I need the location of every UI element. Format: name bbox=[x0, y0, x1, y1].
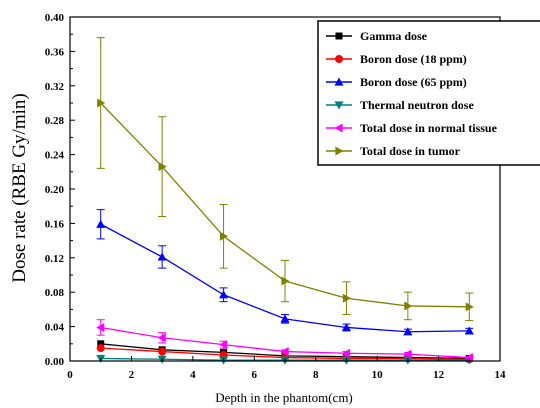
data-point bbox=[158, 347, 167, 356]
x-tick-label: 12 bbox=[433, 369, 445, 381]
data-point bbox=[96, 219, 106, 228]
legend-item: Total dose in tumor bbox=[326, 144, 461, 158]
axes: 0 2 4 6 8 10 12 14 0.00 0.04 0.08 0.12 0.16 0.20 0.24 0… bbox=[45, 12, 506, 381]
legend-label: Total dose in normal tissue bbox=[360, 121, 498, 135]
data-point bbox=[158, 162, 167, 172]
legend-label: Boron dose (65 ppm) bbox=[360, 75, 467, 89]
legend-marker bbox=[335, 146, 344, 156]
data-point bbox=[464, 353, 473, 363]
data-point bbox=[219, 231, 229, 241]
series-2 bbox=[96, 209, 474, 336]
x-tick-label: 14 bbox=[495, 369, 507, 381]
data-point bbox=[342, 293, 351, 303]
y-tick-label: 0.04 bbox=[45, 322, 65, 334]
series-5 bbox=[96, 37, 474, 322]
legend-marker bbox=[334, 123, 343, 133]
legend-item: Boron dose (65 ppm) bbox=[326, 75, 467, 89]
y-tick-label: 0.24 bbox=[45, 150, 65, 162]
y-tick-label: 0.08 bbox=[45, 287, 65, 299]
data-point bbox=[157, 333, 166, 343]
data-point bbox=[280, 347, 289, 357]
legend-item: Gamma dose bbox=[326, 29, 428, 43]
legend-marker bbox=[335, 32, 343, 40]
legend: Gamma dose Boron dose (18 ppm) Boron dose … bbox=[317, 20, 540, 166]
y-tick-label: 0.40 bbox=[45, 12, 65, 24]
legend-label: Boron dose (18 ppm) bbox=[360, 52, 467, 66]
y-tick-label: 0.00 bbox=[45, 356, 65, 368]
data-point bbox=[96, 344, 105, 353]
legend-label: Thermal neutron dose bbox=[360, 98, 474, 112]
x-tick-label: 2 bbox=[129, 369, 135, 381]
x-tick-label: 4 bbox=[190, 369, 196, 381]
data-point bbox=[403, 349, 412, 359]
data-point bbox=[341, 348, 351, 358]
data-point bbox=[281, 276, 290, 286]
legend-marker bbox=[334, 77, 344, 86]
legend-item: Total dose in normal tissue bbox=[326, 121, 498, 135]
data-point bbox=[280, 314, 290, 323]
legend-label: Total dose in tumor bbox=[360, 144, 461, 158]
data-point bbox=[97, 340, 105, 348]
x-axis-title: Depth in the phantom(cm) bbox=[215, 390, 353, 405]
data-point bbox=[404, 301, 413, 311]
y-tick-label: 0.12 bbox=[45, 253, 65, 265]
data-point bbox=[219, 340, 228, 350]
y-tick-label: 0.28 bbox=[45, 115, 65, 127]
legend-box bbox=[317, 20, 540, 166]
legend-label: Gamma dose bbox=[360, 29, 428, 43]
y-tick-label: 0.20 bbox=[45, 184, 65, 196]
data-point bbox=[465, 302, 474, 312]
data-point bbox=[341, 322, 351, 332]
legend-item: Boron dose (18 ppm) bbox=[326, 52, 467, 66]
data-point bbox=[403, 327, 413, 336]
y-tick-label: 0.36 bbox=[45, 46, 65, 58]
y-axis-title: Dose rate (RBE Gy/min) bbox=[9, 93, 30, 282]
y-tick-label: 0.32 bbox=[45, 81, 65, 93]
x-tick-label: 6 bbox=[252, 369, 258, 381]
data-point bbox=[219, 290, 229, 299]
legend-marker bbox=[334, 101, 344, 110]
data-point bbox=[97, 98, 106, 108]
x-tick-label: 8 bbox=[313, 369, 319, 381]
data-point bbox=[157, 252, 167, 261]
x-tick-label: 10 bbox=[372, 369, 384, 381]
legend-item: Thermal neutron dose bbox=[326, 98, 474, 112]
data-point bbox=[96, 322, 105, 332]
y-tick-label: 0.16 bbox=[45, 218, 65, 230]
data-point bbox=[464, 326, 474, 335]
x-tick-label: 0 bbox=[67, 369, 73, 381]
legend-marker bbox=[335, 55, 343, 63]
